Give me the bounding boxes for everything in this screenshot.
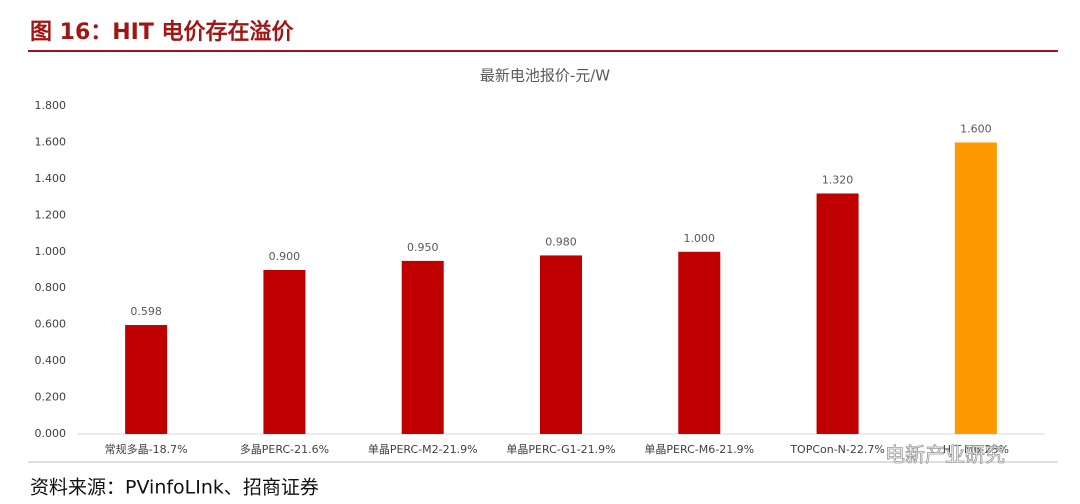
bar <box>954 142 997 434</box>
x-tick-label: HJT-M6-23% <box>943 443 1009 456</box>
value-label: 0.598 <box>130 305 162 318</box>
y-tick-label: 0.200 <box>35 391 67 404</box>
bar <box>816 193 859 434</box>
x-tick-label: 单晶PERC-G1-21.9% <box>506 443 615 456</box>
y-tick-label: 0.400 <box>35 354 67 367</box>
x-tick-label: TOPCon-N-22.7% <box>789 443 885 456</box>
bar <box>263 270 306 434</box>
y-tick-label: 1.200 <box>35 208 67 221</box>
bar <box>540 255 582 434</box>
y-tick-label: 1.800 <box>35 99 67 112</box>
bar <box>678 251 721 434</box>
value-label: 0.900 <box>269 250 301 263</box>
value-label: 1.600 <box>960 122 992 135</box>
figure-title: 图 16：HIT 电价存在溢价 <box>30 19 295 45</box>
x-tick-label: 单晶PERC-M6-21.9% <box>644 443 754 456</box>
value-label: 1.320 <box>822 173 854 186</box>
watermark: 电新产业研究 <box>885 443 1005 467</box>
y-tick-label: 0.000 <box>35 427 67 440</box>
chart-title: 最新电池报价-元/W <box>480 67 610 85</box>
value-label: 0.980 <box>545 235 577 248</box>
y-tick-label: 1.600 <box>35 135 67 148</box>
y-tick-label: 0.600 <box>35 318 67 331</box>
source-note: 资料来源：PVinfoLInk、招商证券 <box>30 477 319 499</box>
y-tick-label: 0.800 <box>35 281 67 294</box>
x-tick-label: 单晶PERC-M2-21.9% <box>368 443 478 456</box>
y-tick-label: 1.400 <box>35 172 67 185</box>
x-tick-label: 多晶PERC-21.6% <box>240 442 329 456</box>
x-tick-label: 常规多晶-18.7% <box>105 442 188 456</box>
value-label: 0.950 <box>407 241 439 254</box>
bar <box>401 260 444 434</box>
bar <box>125 325 168 434</box>
value-label: 1.000 <box>684 232 716 245</box>
y-tick-label: 1.000 <box>35 245 67 258</box>
